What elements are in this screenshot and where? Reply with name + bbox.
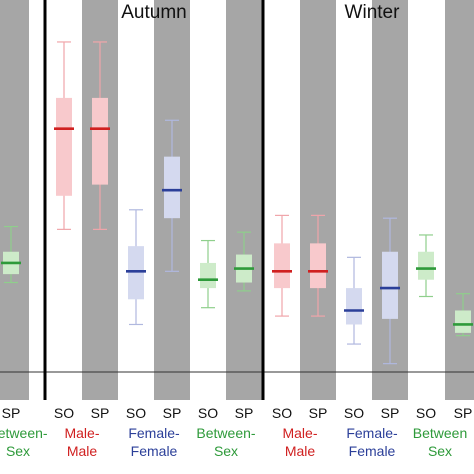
box-autumn-between-sex-sp — [234, 231, 254, 292]
x-tick-labels: SP SO SP SO SP SO SP SO SP SO SP SO SP — [2, 405, 473, 421]
group-label-line2: Sex — [214, 443, 238, 459]
group-label-line2: Sex — [428, 443, 452, 459]
group-label-line1: Female- — [346, 425, 398, 441]
x-tick-label: SO — [344, 405, 364, 421]
iqr-box — [200, 262, 216, 289]
box-autumn-male-male-so — [54, 41, 74, 230]
group-label-line2: Male — [285, 443, 316, 459]
x-tick-label: SP — [454, 405, 473, 421]
x-tick-label: SP — [2, 405, 21, 421]
group-label-line2: Sex — [6, 443, 30, 459]
box-winter-between-sex-sp — [453, 293, 473, 337]
iqr-box — [164, 156, 180, 219]
season-title-autumn: Autumn — [121, 2, 186, 23]
box-series — [1, 41, 473, 365]
box-winter-female-female-sp — [380, 217, 400, 365]
box-autumn-male-male-sp — [90, 41, 110, 230]
box-between-sex-sp — [1, 225, 21, 284]
group-label-line1: Male- — [64, 425, 99, 441]
x-tick-label: SO — [272, 405, 292, 421]
x-tick-label: SO — [54, 405, 74, 421]
shade-column — [226, 0, 262, 400]
group-label-line2: Male — [67, 443, 98, 459]
group-label-line1: Between- — [0, 425, 48, 441]
shade-column — [0, 0, 29, 400]
x-tick-label: SP — [91, 405, 110, 421]
box-winter-male-male-sp — [308, 214, 328, 317]
box-winter-male-male-so — [272, 214, 292, 317]
x-tick-label: SP — [309, 405, 328, 421]
iqr-box — [382, 251, 398, 319]
box-autumn-female-female-so — [126, 209, 146, 326]
group-label-line2: Female — [349, 443, 396, 459]
group-label-line2: Female — [131, 443, 178, 459]
x-tick-label: SO — [198, 405, 218, 421]
x-tick-label: SP — [163, 405, 182, 421]
iqr-box — [310, 243, 326, 289]
shade-column — [300, 0, 336, 400]
box-autumn-between-sex-so — [198, 239, 218, 309]
box-autumn-female-female-sp — [162, 119, 182, 272]
group-label-line1: Female- — [128, 425, 180, 441]
group-labels: Between- Sex Male- Male Female- Female Between… — [0, 425, 467, 459]
iqr-box — [274, 243, 290, 289]
shade-column — [445, 0, 474, 400]
x-tick-label: SO — [416, 405, 436, 421]
box-winter-between-sex-so — [416, 234, 436, 298]
box-winter-female-female-so — [344, 256, 364, 345]
x-tick-label: SP — [235, 405, 254, 421]
group-label-line1: Between — [413, 425, 467, 441]
iqr-box — [92, 97, 108, 185]
x-tick-label: SO — [126, 405, 146, 421]
group-label-line1: Between- — [196, 425, 255, 441]
x-tick-label: SP — [381, 405, 400, 421]
season-title-winter: Winter — [345, 2, 401, 23]
iqr-box — [346, 288, 362, 325]
iqr-box — [56, 97, 72, 196]
shaded-columns — [0, 0, 474, 400]
iqr-box — [455, 310, 471, 333]
group-label-line1: Male- — [282, 425, 317, 441]
iqr-box — [418, 251, 434, 280]
iqr-box — [128, 246, 144, 300]
